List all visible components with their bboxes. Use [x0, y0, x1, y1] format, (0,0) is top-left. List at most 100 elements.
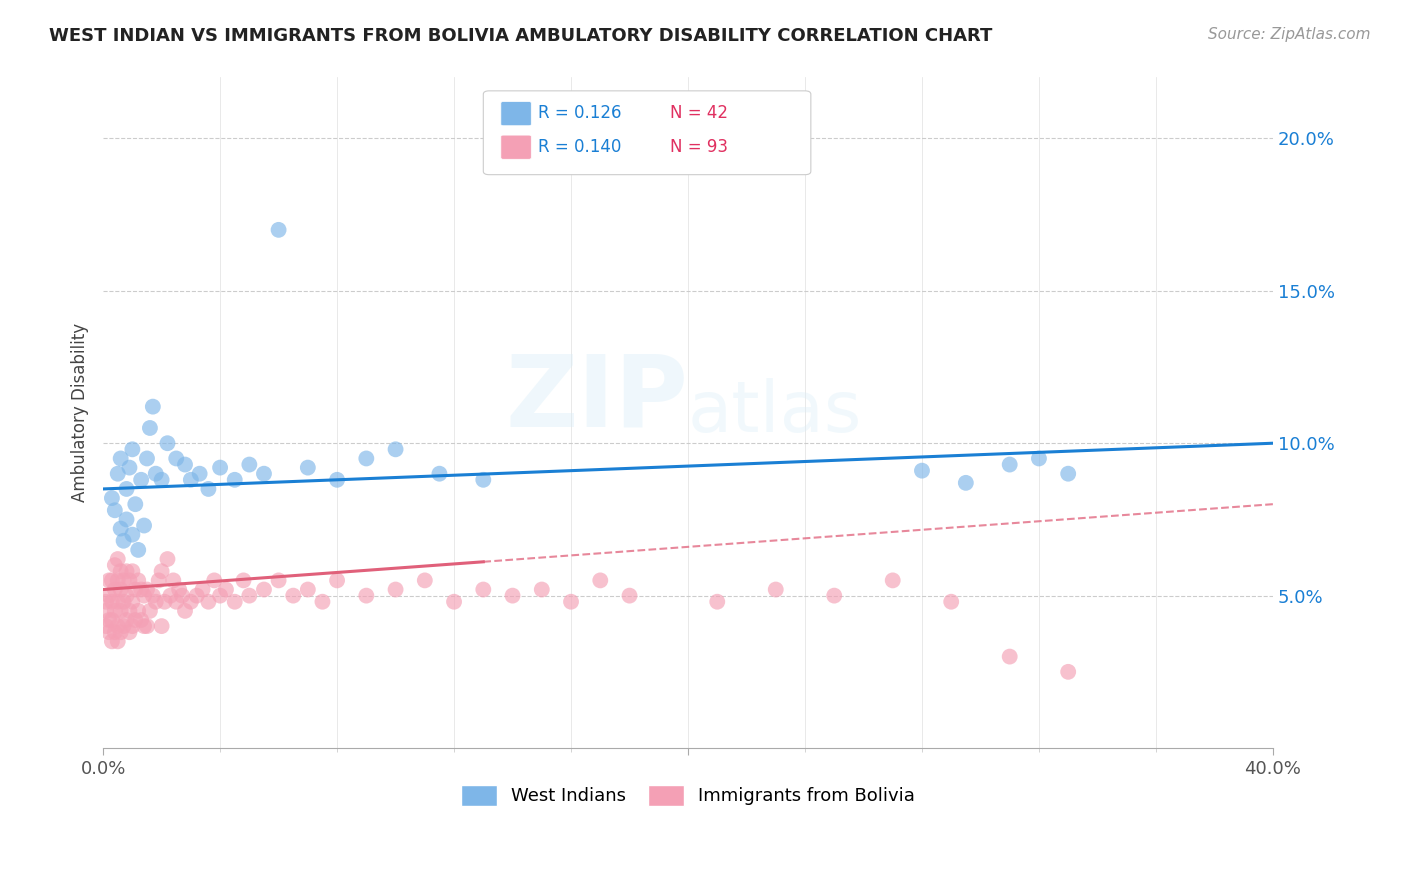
Point: [121, 442, 143, 457]
Point: [283, 589, 305, 603]
Point: [998, 458, 1021, 472]
Point: [191, 582, 214, 597]
Point: [129, 582, 152, 597]
Text: WEST INDIAN VS IMMIGRANTS FROM BOLIVIA AMBULATORY DISABILITY CORRELATION CHART: WEST INDIAN VS IMMIGRANTS FROM BOLIVIA A…: [49, 27, 993, 45]
Text: Source: ZipAtlas.com: Source: ZipAtlas.com: [1208, 27, 1371, 42]
Point: [253, 467, 276, 481]
Point: [104, 582, 127, 597]
Point: [115, 613, 138, 627]
Point: [356, 589, 378, 603]
Text: R = 0.140: R = 0.140: [538, 137, 621, 155]
Point: [98, 574, 121, 588]
Point: [132, 518, 155, 533]
Point: [107, 552, 129, 566]
Point: [107, 595, 129, 609]
Point: [94, 604, 117, 618]
Point: [110, 604, 132, 618]
Point: [121, 619, 143, 633]
Point: [112, 619, 135, 633]
Point: [311, 595, 333, 609]
Point: [197, 482, 219, 496]
Y-axis label: Ambulatory Disability: Ambulatory Disability: [72, 323, 89, 502]
Point: [384, 582, 406, 597]
Point: [238, 458, 260, 472]
Point: [941, 595, 963, 609]
Point: [107, 634, 129, 648]
Point: [136, 619, 159, 633]
Point: [129, 473, 152, 487]
Point: [104, 625, 127, 640]
Point: [124, 582, 146, 597]
Point: [98, 625, 121, 640]
Point: [326, 574, 349, 588]
Point: [150, 473, 173, 487]
Point: [145, 467, 167, 481]
Point: [127, 604, 149, 618]
Point: [139, 421, 162, 435]
Point: [118, 604, 141, 618]
Point: [297, 460, 319, 475]
Point: [101, 634, 124, 648]
Point: [115, 482, 138, 496]
Point: [202, 574, 225, 588]
Point: [124, 497, 146, 511]
Point: [560, 595, 582, 609]
Point: [112, 533, 135, 548]
Point: [101, 574, 124, 588]
Point: [224, 473, 246, 487]
Point: [1057, 665, 1080, 679]
Point: [472, 582, 495, 597]
Text: atlas: atlas: [688, 378, 862, 447]
Text: ZIP: ZIP: [505, 351, 688, 448]
Point: [121, 564, 143, 578]
Point: [107, 619, 129, 633]
Point: [823, 589, 845, 603]
Point: [118, 460, 141, 475]
Point: [101, 491, 124, 505]
Point: [110, 625, 132, 640]
Point: [429, 467, 451, 481]
Point: [356, 451, 378, 466]
Point: [115, 564, 138, 578]
Point: [129, 613, 152, 627]
Point: [706, 595, 728, 609]
Point: [1028, 451, 1050, 466]
Point: [110, 522, 132, 536]
Point: [127, 574, 149, 588]
Point: [232, 574, 254, 588]
Point: [209, 589, 232, 603]
Point: [110, 451, 132, 466]
Point: [124, 613, 146, 627]
Point: [132, 589, 155, 603]
Text: R = 0.126: R = 0.126: [538, 104, 621, 122]
Point: [150, 564, 173, 578]
Point: [215, 582, 238, 597]
Point: [384, 442, 406, 457]
Point: [1057, 467, 1080, 481]
Point: [197, 595, 219, 609]
Point: [139, 604, 162, 618]
Point: [98, 613, 121, 627]
Point: [136, 582, 159, 597]
Point: [110, 582, 132, 597]
Point: [101, 595, 124, 609]
Point: [188, 467, 211, 481]
Point: [224, 595, 246, 609]
Point: [121, 527, 143, 541]
Point: [472, 473, 495, 487]
Point: [142, 400, 165, 414]
Point: [998, 649, 1021, 664]
Point: [104, 503, 127, 517]
Point: [142, 589, 165, 603]
Point: [443, 595, 465, 609]
Point: [115, 512, 138, 526]
Point: [104, 604, 127, 618]
Point: [502, 589, 524, 603]
Point: [112, 595, 135, 609]
Point: [112, 574, 135, 588]
Point: [153, 595, 176, 609]
Point: [127, 542, 149, 557]
Point: [148, 574, 170, 588]
Point: [267, 574, 290, 588]
Point: [238, 589, 260, 603]
